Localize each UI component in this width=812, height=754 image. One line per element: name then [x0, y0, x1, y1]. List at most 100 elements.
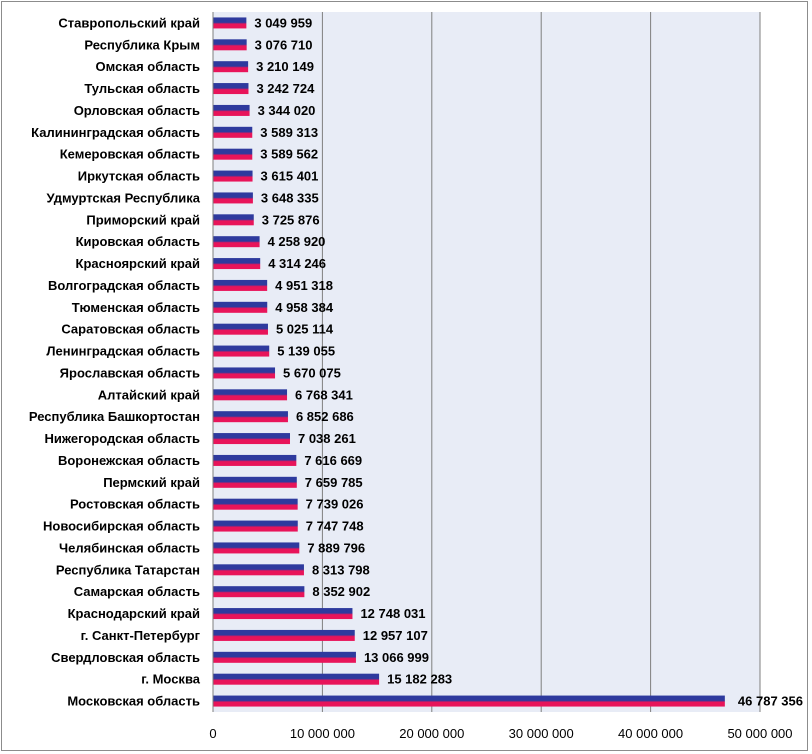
value-label: 3 615 401	[261, 169, 319, 184]
category-label: г. Санкт-Петербург	[81, 628, 201, 643]
bar	[213, 564, 304, 576]
category-label: Волгоградская область	[48, 278, 200, 293]
bar	[213, 236, 260, 248]
bar	[213, 673, 380, 685]
bar	[213, 258, 261, 270]
bar	[213, 170, 253, 182]
value-label: 3 725 876	[262, 212, 320, 227]
x-tick-label: 40 000 000	[618, 726, 683, 741]
bar	[213, 651, 356, 663]
category-label: Саратовская область	[61, 322, 200, 337]
value-label: 7 889 796	[307, 540, 365, 555]
category-label: Московская область	[67, 694, 200, 709]
value-label: 12 748 031	[360, 606, 425, 621]
category-label: Челябинская область	[59, 540, 200, 555]
category-label: Республика Татарстан	[56, 562, 200, 577]
category-label: Ростовская область	[70, 497, 200, 512]
bar	[213, 411, 288, 423]
x-tick-label: 10 000 000	[290, 726, 355, 741]
bar	[213, 104, 250, 116]
category-label: Краснодарский край	[68, 606, 200, 621]
x-tick-label: 0	[209, 726, 216, 741]
category-label: Калининградская область	[31, 125, 200, 140]
value-label: 4 958 384	[275, 300, 334, 315]
bar	[213, 542, 300, 554]
value-label: 3 210 149	[256, 59, 314, 74]
value-label: 7 038 261	[298, 431, 356, 446]
category-label: Удмуртская Республика	[46, 190, 200, 205]
bar	[213, 586, 305, 598]
category-label: Ставропольский край	[58, 15, 200, 30]
value-label: 8 352 902	[312, 584, 370, 599]
category-label: Пермский край	[103, 475, 200, 490]
value-label: 3 076 710	[255, 37, 313, 52]
value-label: 4 258 920	[268, 234, 326, 249]
value-label: 6 852 686	[296, 409, 354, 424]
category-label: Воронежская область	[58, 453, 200, 468]
value-label: 6 768 341	[295, 387, 353, 402]
value-label: 7 747 748	[306, 519, 364, 534]
category-label: Ярославская область	[60, 365, 200, 380]
bar	[213, 476, 297, 488]
value-label: 5 139 055	[277, 344, 335, 359]
bar	[213, 323, 268, 335]
category-label: Кировская область	[76, 234, 200, 249]
value-label: 7 616 669	[304, 453, 362, 468]
bar	[213, 279, 268, 291]
bar	[213, 695, 725, 707]
category-label: Нижегородская область	[44, 431, 200, 446]
bar	[213, 454, 297, 466]
bar	[213, 301, 268, 313]
category-label: Новосибирская область	[43, 519, 200, 534]
value-label: 5 025 114	[276, 322, 334, 337]
bar	[213, 148, 253, 160]
category-label: Республика Крым	[84, 37, 200, 52]
bar	[213, 214, 254, 226]
bar	[213, 367, 276, 379]
category-label: Свердловская область	[51, 650, 200, 665]
bar	[213, 61, 249, 73]
bar	[213, 608, 353, 620]
gridlines	[321, 12, 761, 712]
value-labels: 3 049 959 3 076 710 3 210 149 3 242 724 3 34…	[254, 15, 803, 708]
bar	[213, 39, 247, 51]
value-label: 4 951 318	[275, 278, 333, 293]
category-label: Тюменская область	[72, 300, 200, 315]
value-label: 15 182 283	[387, 672, 452, 687]
value-label: 8 313 798	[312, 562, 370, 577]
bar	[213, 17, 247, 29]
category-label: Республика Башкортостан	[29, 409, 200, 424]
bar	[213, 192, 253, 204]
bar	[213, 629, 355, 641]
bar	[213, 433, 290, 445]
value-label: 46 787 356	[738, 694, 803, 709]
category-label: Иркутская область	[78, 169, 200, 184]
value-label: 13 066 999	[364, 650, 429, 665]
value-label: 4 314 246	[268, 256, 326, 271]
category-labels: Ставропольский край Республика Крым Омская…	[29, 15, 201, 708]
x-tick-label: 30 000 000	[509, 726, 574, 741]
category-label: г. Москва	[141, 672, 200, 687]
bar	[213, 345, 270, 357]
x-tick-label: 20 000 000	[399, 726, 464, 741]
value-label: 3 049 959	[254, 15, 312, 30]
category-label: Алтайский край	[98, 387, 200, 402]
value-label: 7 739 026	[306, 497, 364, 512]
category-label: Тульская область	[84, 81, 200, 96]
value-label: 12 957 107	[363, 628, 428, 643]
category-label: Приморский край	[86, 212, 200, 227]
bar	[213, 498, 298, 510]
value-label: 3 648 335	[261, 190, 319, 205]
bar	[213, 520, 298, 532]
x-axis-ticks: 0 10 000 000 20 000 000 30 000 000 40 000 00…	[209, 726, 792, 741]
category-label: Омская область	[96, 59, 200, 74]
value-label: 3 589 313	[260, 125, 318, 140]
category-label: Красноярский край	[76, 256, 200, 271]
value-label: 3 242 724	[256, 81, 315, 96]
value-label: 3 589 562	[260, 147, 318, 162]
bar	[213, 83, 249, 95]
value-label: 5 670 075	[283, 365, 341, 380]
category-label: Ленинградская область	[46, 344, 200, 359]
